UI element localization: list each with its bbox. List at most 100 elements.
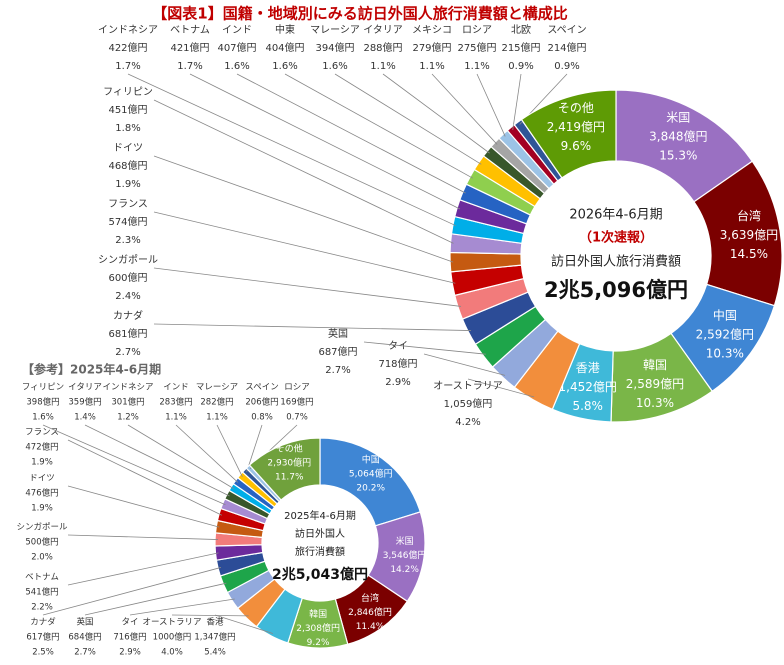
data-label: その他 xyxy=(558,101,594,115)
data-label: 2.3% xyxy=(115,235,140,246)
leader-line xyxy=(382,73,490,154)
data-label: ロシア xyxy=(284,383,310,393)
data-label: 398億円 xyxy=(26,397,59,408)
leader-line xyxy=(67,439,223,516)
data-label: 2,419億円 xyxy=(547,120,605,134)
data-label: 4.2% xyxy=(455,417,480,428)
data-label: 421億円 xyxy=(170,41,209,54)
data-label: 3,848億円 xyxy=(649,129,707,143)
data-label: 2.7% xyxy=(325,365,350,376)
data-label: 中国 xyxy=(362,454,380,466)
data-label: 1.1% xyxy=(370,61,395,72)
data-label: マレーシア xyxy=(196,383,238,393)
data-label: 1.6% xyxy=(224,61,249,72)
data-label: オーストラリア xyxy=(433,380,503,392)
center-text: 訪日外国人旅行消費額 xyxy=(551,254,681,270)
data-label: 541億円 xyxy=(25,587,58,598)
data-label: 10.3% xyxy=(636,396,674,410)
data-label: 2,846億円 xyxy=(348,606,392,618)
center-text: 2026年4-6月期 xyxy=(569,208,662,223)
data-label: 282億円 xyxy=(200,397,233,408)
leader-line xyxy=(189,73,461,210)
data-label: 1.8% xyxy=(115,123,140,134)
data-label: 1.1% xyxy=(165,413,187,423)
data-label: 359億円 xyxy=(68,397,101,408)
donut-slice xyxy=(248,437,321,501)
leader-line xyxy=(127,424,234,489)
leader-line xyxy=(42,567,222,616)
data-label: 14.2% xyxy=(390,565,419,575)
data-label: 404億円 xyxy=(265,41,304,54)
data-label: ドイツ xyxy=(113,143,143,154)
data-label: ベトナム xyxy=(170,24,210,36)
data-label: 288億円 xyxy=(363,41,402,54)
data-label: 574億円 xyxy=(108,215,147,228)
data-label: 214億円 xyxy=(547,41,586,54)
data-label: 2,589億円 xyxy=(626,377,684,391)
data-label: 15.3% xyxy=(659,148,697,162)
leader-line xyxy=(153,155,454,263)
center-text: 2025年4-6月期 xyxy=(284,509,356,522)
data-label: 英国 xyxy=(76,617,93,628)
leader-line xyxy=(84,582,227,616)
data-label: 468億円 xyxy=(108,159,147,172)
data-label: 1.9% xyxy=(31,458,53,468)
data-label: フィリピン xyxy=(103,86,153,98)
data-label: オーストラリア xyxy=(142,618,201,628)
data-label: 2.9% xyxy=(385,377,410,388)
leader-line xyxy=(127,73,457,227)
data-label: 11.7% xyxy=(275,473,304,483)
data-label: 1.9% xyxy=(115,179,140,190)
data-label: 301億円 xyxy=(111,397,144,408)
data-label: カナダ xyxy=(30,617,56,628)
donut-slice xyxy=(520,89,617,179)
data-label: 台湾 xyxy=(737,208,761,223)
leader-line xyxy=(363,341,486,355)
leader-line xyxy=(153,323,472,331)
data-label: 1.1% xyxy=(419,61,444,72)
center-text: （1次速報） xyxy=(579,230,653,246)
data-label: インドネシア xyxy=(98,24,158,36)
data-label: 1.1% xyxy=(206,413,228,423)
data-label: メキシコ xyxy=(412,25,452,36)
leader-line xyxy=(67,552,219,586)
data-label: 米国 xyxy=(396,535,414,547)
data-label: インド xyxy=(163,383,189,393)
data-label: 1.2% xyxy=(117,413,139,423)
data-label: 10.3% xyxy=(706,347,744,361)
leader-line xyxy=(175,424,239,483)
data-label: 2,592億円 xyxy=(696,328,754,342)
leader-line xyxy=(246,424,263,473)
data-label: インド xyxy=(222,25,252,36)
center-text: 訪日外国人 xyxy=(295,527,345,540)
chart-title: 【図表1】国籍・地域別にみる訪日外国人旅行消費額と構成比 xyxy=(152,5,567,23)
data-label: 3,639億円 xyxy=(720,228,778,242)
data-label: 5.8% xyxy=(572,399,603,413)
data-label: ロシア xyxy=(462,25,492,36)
data-label: 0.8% xyxy=(251,413,273,423)
data-label: 4.0% xyxy=(161,648,183,658)
data-label: スペイン xyxy=(547,25,586,36)
leader-line xyxy=(214,614,273,634)
leader-line xyxy=(67,534,219,540)
data-label: 9.6% xyxy=(561,139,592,153)
data-label: イタリア xyxy=(363,24,403,36)
data-label: 1.4% xyxy=(74,413,96,423)
center-text: 旅行消費額 xyxy=(295,545,345,558)
data-label: イタリア xyxy=(68,383,102,393)
data-label: 684億円 xyxy=(68,632,101,643)
data-label: 169億円 xyxy=(280,397,313,408)
data-label: 394億円 xyxy=(315,41,354,54)
leader-line xyxy=(153,211,456,284)
data-label: 米国 xyxy=(666,110,690,124)
data-label: 2.2% xyxy=(31,603,53,613)
data-label: 中東 xyxy=(275,23,295,36)
data-label: 500億円 xyxy=(25,537,58,548)
leader-line xyxy=(512,73,522,130)
leader-line xyxy=(84,424,230,497)
leader-line xyxy=(67,485,220,528)
data-label: 2.0% xyxy=(31,553,53,563)
data-label: 275億円 xyxy=(457,41,496,54)
data-label: 472億円 xyxy=(25,442,58,453)
